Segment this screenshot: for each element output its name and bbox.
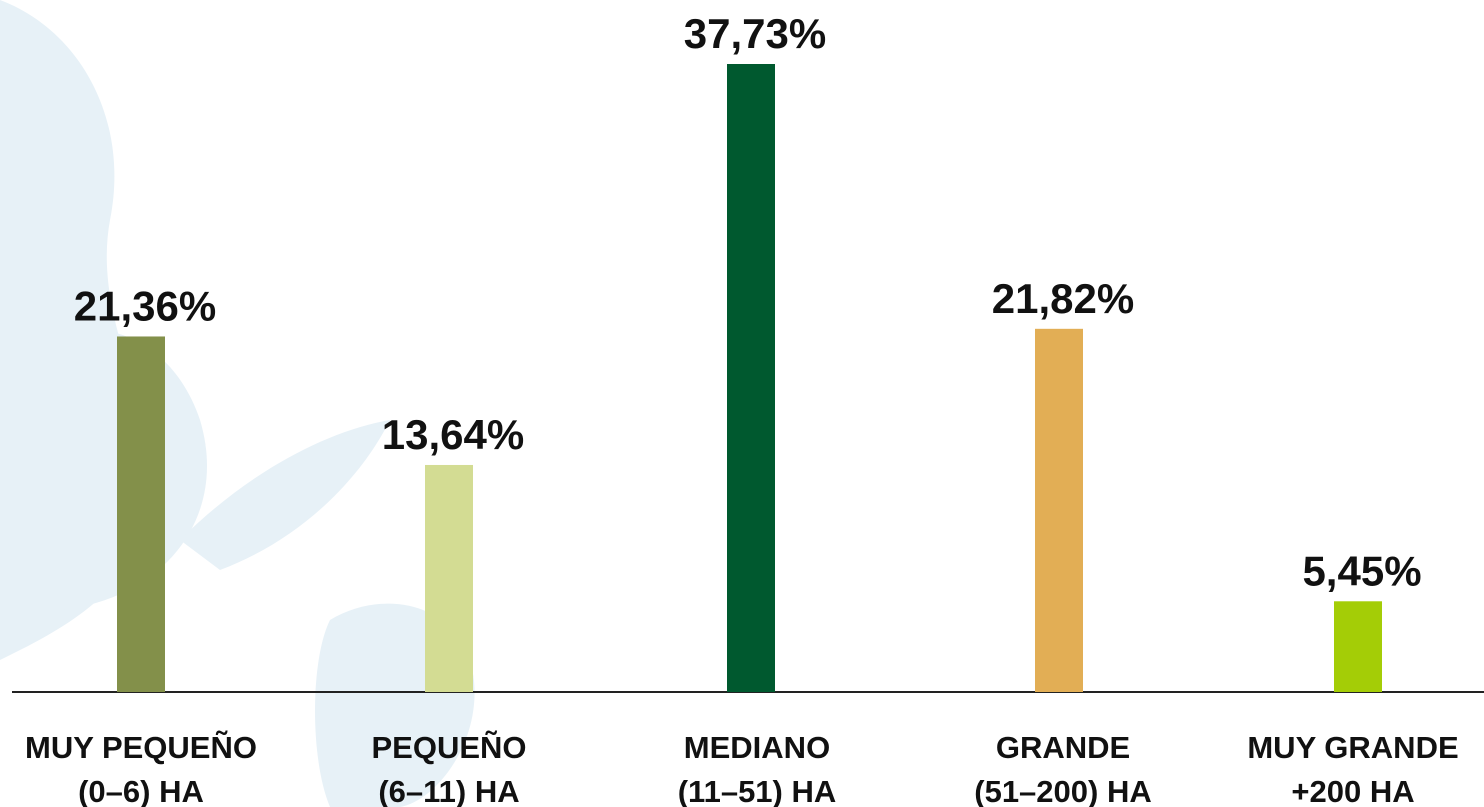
bar [1035,329,1083,692]
background-decoration [0,0,475,807]
value-label: 21,82% [992,275,1134,322]
value-label: 21,36% [74,282,216,329]
bar [727,64,775,692]
bar [1334,601,1382,692]
category-label: MUY PEQUEÑO(0–6) HA [25,730,257,807]
category-label: MUY GRANDE+200 HA [1247,730,1458,807]
category-label: MEDIANO(11–51) HA [678,730,837,807]
chart: 21,36%MUY PEQUEÑO(0–6) HA13,64%PEQUEÑO(6… [0,0,1484,807]
page: 21,36%MUY PEQUEÑO(0–6) HA13,64%PEQUEÑO(6… [0,0,1484,807]
value-label: 37,73% [684,10,826,57]
value-label: 13,64% [382,411,524,458]
bar [425,465,473,692]
value-label: 5,45% [1302,547,1421,594]
bar [117,336,165,692]
category-label: GRANDE(51–200) HA [974,730,1151,807]
